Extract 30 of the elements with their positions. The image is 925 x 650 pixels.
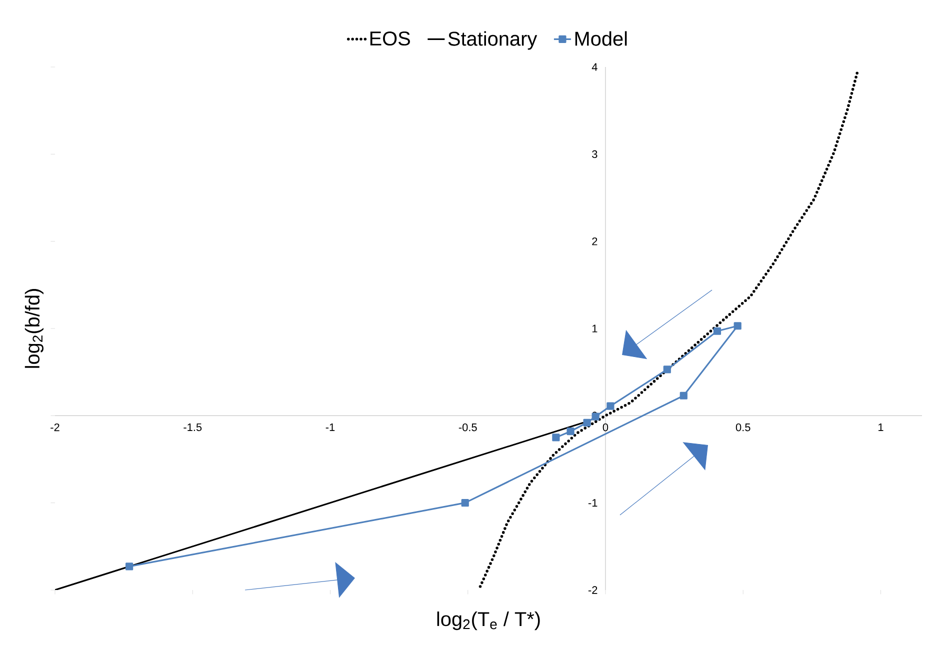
x-tick-label: 1	[878, 423, 884, 431]
point	[552, 434, 560, 442]
legend-label: EOS	[370, 31, 410, 46]
x-tick-label: 0	[602, 423, 608, 432]
line-series	[478, 70, 859, 588]
x-tick-label: -1.5	[184, 423, 202, 432]
point	[713, 327, 722, 335]
point	[680, 392, 688, 400]
y-tick-label: -1	[588, 499, 598, 507]
legend-label: Model	[575, 31, 627, 46]
y-tick-label: 1	[592, 324, 598, 332]
point	[734, 322, 742, 330]
y-tick-label: -2	[588, 586, 598, 594]
y-tick-label: 3	[592, 150, 598, 158]
point	[583, 418, 591, 426]
x-tick-label: -2	[50, 423, 60, 432]
x-tick-label: 0.5	[736, 423, 750, 432]
point	[126, 562, 134, 570]
point	[606, 402, 614, 410]
point	[663, 366, 671, 374]
point	[461, 499, 469, 507]
y-axis-title: log$_{2}$(b/fd)	[24, 289, 44, 368]
point	[592, 412, 600, 420]
x-tick-label: -0.5	[458, 423, 477, 432]
legend-label: Stationary	[448, 31, 538, 50]
y-tick-label: 2	[592, 238, 598, 246]
x-tick-label: -1	[326, 423, 335, 431]
y-tick-label: 4	[592, 63, 598, 71]
x-axis-title: log$_{2}$(T$_{e}$ / T*)	[437, 612, 540, 630]
point	[566, 428, 574, 436]
